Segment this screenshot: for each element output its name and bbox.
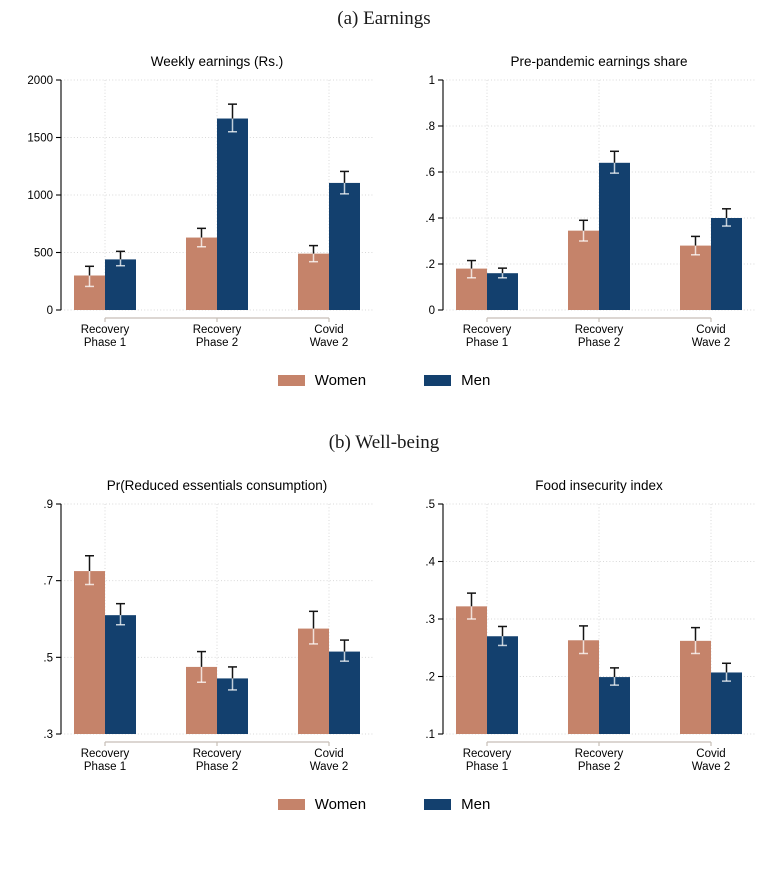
y-tick-label: .7 [43,576,53,588]
bar-women-2 [680,640,711,734]
y-tick-label: .6 [425,167,435,179]
bar-men-2 [329,182,360,310]
category-label: Recovery Phase 2 [575,324,624,349]
y-tick-label: 1500 [27,133,53,145]
chart-weekly-earnings: 0 500 1000 1500 2000 Recovery Phase 1 Recovery P… [27,54,373,349]
category-label: Covid Wave 2 [310,748,349,773]
y-tick-label: .5 [43,652,53,664]
legend-label-men: Men [461,371,491,389]
bar-women-2 [298,628,329,734]
figure: (a) Earnings 0 500 1000 1500 2000 Recovery Pha… [0,8,768,814]
y-tick-label: .1 [425,729,435,741]
category-label: Recovery Phase 2 [575,748,624,773]
legend-label-women: Women [314,371,367,389]
y-tick-label: .8 [425,121,435,133]
bar-men-2 [711,218,742,310]
y-tick-label: 1000 [27,190,53,202]
chart-reduced-essentials-consumption: .3 .5 .7 .9 Recovery Phase 1 Recovery Phase 2 Co… [43,478,373,773]
legend-item-women: Women [277,795,367,813]
y-tick-label: .2 [425,672,435,684]
y-tick-label: .2 [425,259,435,271]
bar-women-1 [186,237,217,310]
y-tick-label: 500 [34,248,53,260]
y-tick-label: 1 [429,75,435,87]
bar-men-0 [487,273,518,310]
legend-item-men: Men [424,372,490,389]
category-label: Recovery Phase 1 [81,324,130,349]
panel-a-title: (a) Earnings [337,8,431,29]
bar-men-0 [487,636,518,734]
chart-food-insecurity-index: .1 .2 .3 .4 .5 Recovery Phase 1 Recovery Phase 2… [425,478,755,773]
bar-men-1 [599,677,630,734]
category-label: Covid Wave 2 [692,748,731,773]
chart-title: Food insecurity index [535,478,663,493]
category-label: Recovery Phase 1 [81,748,130,773]
legend-wellbeing: Women Men [0,794,768,814]
women-color-swatch [277,798,305,810]
category-label: Recovery Phase 2 [193,324,242,349]
category-label: Recovery Phase 1 [463,748,512,773]
bar-women-1 [568,230,599,310]
chart-title: Weekly earnings (Rs.) [151,54,284,69]
bar-men-0 [105,259,136,310]
y-tick-label: 0 [47,305,53,317]
y-tick-label: .4 [425,557,435,569]
chart-prepandemic-earnings-share: 0 .2 .4 .6 .8 1 Recovery Phase 1 Recovery Phase 2… [425,54,755,349]
earnings-charts-row: 0 500 1000 1500 2000 Recovery Phase 1 Recovery P… [0,42,768,352]
y-tick-label: .3 [425,614,435,626]
men-color-swatch [424,374,452,386]
category-label: Recovery Phase 2 [193,748,242,773]
legend-label-men: Men [461,795,491,813]
bar-women-0 [74,571,105,734]
bar-women-2 [298,253,329,310]
y-tick-label: .4 [425,213,435,225]
bar-men-1 [599,162,630,310]
category-label: Covid Wave 2 [692,324,731,349]
category-label: Recovery Phase 1 [463,324,512,349]
bar-women-2 [680,245,711,310]
women-color-swatch [277,374,305,386]
y-tick-label: 0 [429,305,435,317]
category-label: Covid Wave 2 [310,324,349,349]
legend-label-women: Women [314,795,367,813]
men-color-swatch [424,798,452,810]
y-tick-label: .3 [43,729,53,741]
bar-men-2 [711,672,742,734]
legend-item-women: Women [277,371,367,389]
bar-women-1 [568,640,599,734]
bar-women-0 [456,606,487,734]
bar-men-0 [105,615,136,734]
y-tick-label: .5 [425,499,435,511]
bar-men-2 [329,651,360,734]
chart-title: Pr(Reduced essentials consumption) [107,478,328,493]
wellbeing-charts-row: .3 .5 .7 .9 Recovery Phase 1 Recovery Phase 2 Co… [0,466,768,776]
y-tick-label: .9 [43,499,53,511]
legend-item-men: Men [424,796,490,813]
legend-earnings: Women Men [0,370,768,390]
chart-title: Pre-pandemic earnings share [510,54,687,69]
bar-men-1 [217,118,248,311]
y-tick-label: 2000 [27,75,53,87]
panel-b-title: (b) Well-being [328,432,440,453]
